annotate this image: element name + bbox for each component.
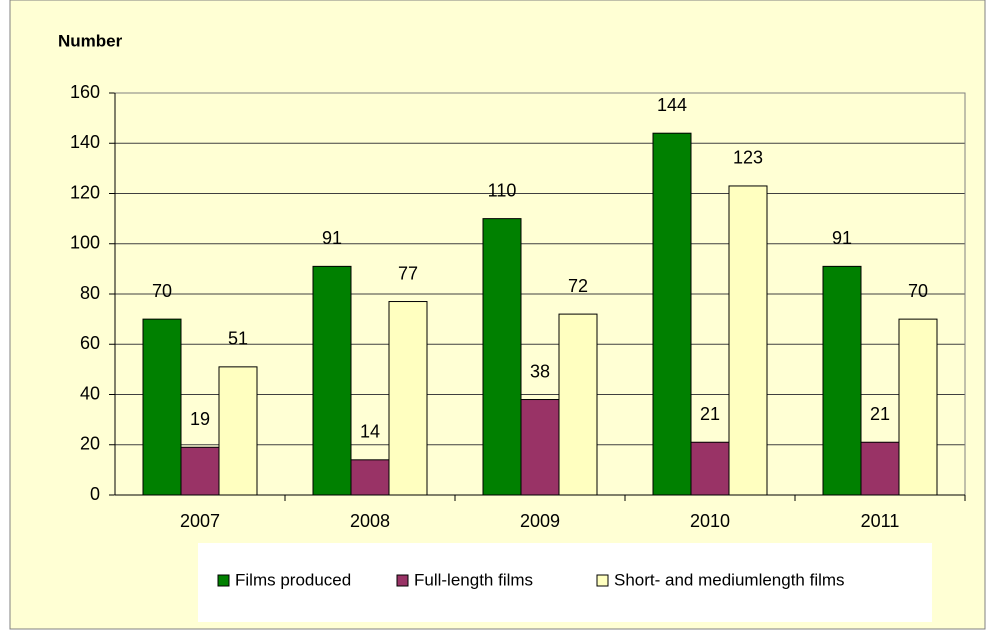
bar (822, 265, 862, 496)
legend-label: Short- and mediumlength films (614, 570, 845, 589)
legend-swatch (217, 574, 230, 587)
x-tick-label: 2009 (520, 511, 560, 531)
y-tick-label: 100 (70, 233, 100, 253)
y-tick-label: 120 (70, 182, 100, 202)
value-label: 72 (568, 276, 588, 296)
value-label: 38 (530, 361, 550, 381)
legend-label: Films produced (235, 570, 351, 589)
bar (482, 218, 522, 496)
value-label: 14 (360, 422, 380, 442)
legend-label: Full-length films (414, 570, 533, 589)
bar (520, 399, 560, 496)
bar (350, 459, 390, 496)
value-label: 110 (488, 180, 517, 200)
value-label: 51 (228, 329, 248, 349)
value-label: 70 (908, 281, 928, 301)
x-tick-label: 2008 (350, 511, 390, 531)
value-label: 21 (870, 404, 890, 424)
value-label: 123 (733, 148, 763, 168)
value-label: 19 (190, 409, 210, 429)
bar (898, 318, 938, 496)
value-label: 144 (657, 95, 687, 115)
x-tick-label: 2011 (861, 511, 900, 531)
y-tick-label: 140 (70, 132, 100, 152)
legend-swatch (596, 574, 609, 587)
bar (652, 132, 692, 496)
value-label: 70 (152, 281, 172, 301)
bar (312, 265, 352, 496)
bar (690, 441, 730, 496)
y-tick-label: 20 (80, 434, 100, 454)
y-axis-label: Number (58, 31, 123, 50)
bar (142, 318, 182, 496)
bar (180, 446, 220, 496)
x-tick-label: 2007 (180, 511, 220, 531)
value-label: 77 (398, 263, 418, 283)
value-label: 91 (322, 228, 342, 248)
bar (860, 441, 900, 496)
x-tick-label: 2010 (690, 511, 730, 531)
y-tick-label: 0 (90, 484, 100, 504)
y-tick-label: 60 (80, 333, 100, 353)
legend-swatch (396, 574, 409, 587)
y-tick-label: 160 (70, 82, 100, 102)
y-tick-label: 80 (80, 283, 100, 303)
bar (218, 366, 258, 496)
bar (558, 313, 598, 496)
bar (728, 185, 768, 496)
legend-box (198, 543, 932, 622)
bar (388, 301, 428, 496)
y-tick-label: 40 (80, 383, 100, 403)
value-label: 21 (700, 404, 720, 424)
value-label: 91 (832, 228, 852, 248)
